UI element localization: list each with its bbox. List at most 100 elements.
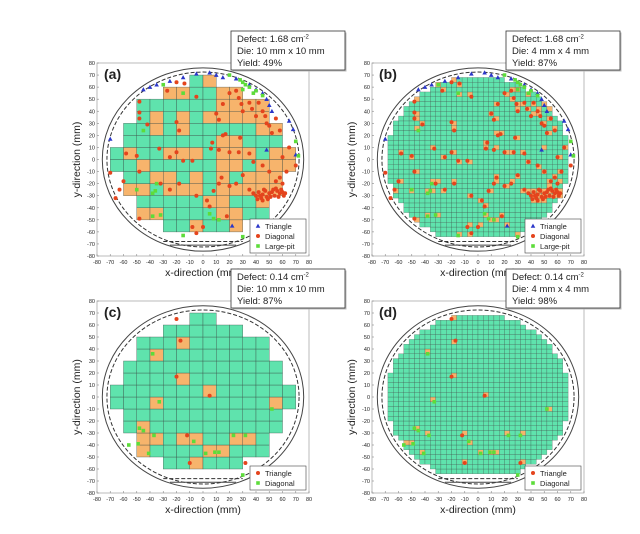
die-passed: [536, 212, 542, 218]
die-passed: [408, 435, 415, 441]
defect-point-diagonal: [251, 159, 256, 164]
die-passed: [456, 173, 463, 179]
die-passed: [504, 140, 510, 146]
die-passed: [552, 406, 558, 412]
die-passed: [472, 444, 479, 450]
die-passed: [149, 408, 164, 422]
defect-point-diagonal: [191, 439, 196, 444]
die-passed: [514, 217, 521, 223]
die-passed: [110, 147, 124, 160]
die-passed: [414, 396, 420, 402]
defect-point-triangle: [539, 96, 544, 101]
defect-point-diagonal: [216, 117, 221, 122]
defect-point-diagonal: [280, 155, 285, 160]
die-passed: [562, 154, 569, 160]
die-passed: [477, 320, 484, 326]
defect-point-diagonal: [531, 190, 536, 195]
die-passed: [202, 159, 217, 172]
die-passed: [414, 212, 420, 218]
defect-point-diagonal: [257, 193, 262, 198]
die-passed: [456, 226, 463, 233]
x-tick-label: -70: [381, 260, 389, 266]
x-tick-label: 40: [528, 497, 534, 503]
die-passed: [446, 159, 452, 165]
die-passed: [461, 416, 468, 422]
die-passed: [472, 468, 479, 474]
die-passed: [419, 420, 426, 426]
defect-density-exponent: -2: [579, 35, 585, 41]
die-passed: [499, 106, 505, 112]
die-passed: [419, 416, 426, 422]
die-passed: [456, 135, 463, 141]
die-passed: [149, 372, 164, 386]
die-passed: [525, 178, 532, 184]
die-passed: [525, 444, 532, 450]
die-passed: [414, 411, 420, 417]
die-passed: [393, 140, 399, 146]
die-passed: [504, 372, 510, 378]
die-passed: [477, 382, 484, 388]
y-tick-label: 60: [89, 323, 95, 329]
die-passed: [546, 377, 553, 383]
die-passed: [216, 219, 230, 233]
die-passed: [446, 154, 452, 160]
die-passed: [493, 188, 500, 194]
die-passed: [435, 149, 442, 155]
die-passed: [430, 329, 436, 335]
defect-density-value: Defect: 0.14 cm: [237, 272, 304, 283]
die-passed: [440, 183, 447, 189]
x-tick-label: 60: [554, 497, 560, 503]
legend-marker-triangle: [530, 223, 536, 228]
die-passed: [440, 382, 447, 388]
defect-point-triangle: [449, 317, 454, 321]
die-passed: [477, 401, 484, 407]
die-passed: [514, 120, 521, 126]
die-passed: [467, 111, 473, 117]
defect-point-diagonal: [547, 193, 552, 198]
die-passed: [446, 164, 452, 170]
defect-point-diagonal: [268, 194, 273, 199]
die-passed: [440, 207, 447, 213]
defect-point-large_pit: [409, 187, 414, 192]
die-passed: [446, 363, 452, 369]
die-passed: [467, 430, 473, 436]
defect-point-triangle: [495, 75, 501, 80]
legend-marker-diagonal: [531, 481, 535, 485]
die-passed: [408, 212, 415, 218]
die-passed: [424, 339, 431, 345]
die-passed: [403, 168, 410, 175]
die-passed: [456, 387, 463, 393]
die-passed: [403, 111, 410, 117]
defect-point-triangle: [382, 136, 388, 141]
defect-point-triangle: [422, 84, 428, 89]
die-passed: [435, 368, 442, 374]
defect-point-diagonal: [238, 135, 243, 140]
die-passed: [499, 348, 505, 354]
die-passed: [461, 401, 468, 407]
die-passed: [216, 408, 230, 422]
die-passed: [552, 353, 558, 359]
die-passed: [483, 334, 489, 340]
die-passed: [499, 358, 505, 364]
die-passed: [414, 159, 420, 165]
die-passed: [419, 183, 426, 189]
die-passed: [456, 193, 463, 199]
y-tick-label: 0: [367, 395, 370, 401]
legend-label: Diagonal: [540, 232, 570, 241]
die-passed: [446, 178, 452, 184]
y-tick-label: 10: [364, 383, 370, 389]
x-tick-label: 20: [501, 260, 507, 266]
die-passed: [493, 226, 500, 233]
die-passed: [440, 358, 447, 364]
die-passed: [483, 197, 489, 204]
die-passed: [424, 382, 431, 388]
die-passed: [472, 178, 479, 184]
edge-exclusion: [106, 309, 300, 485]
die-passed: [435, 377, 442, 383]
die-passed: [509, 440, 516, 446]
die-passed: [424, 96, 431, 102]
die-failed: [216, 159, 230, 172]
die-passed: [520, 348, 526, 354]
die-passed: [472, 353, 479, 359]
